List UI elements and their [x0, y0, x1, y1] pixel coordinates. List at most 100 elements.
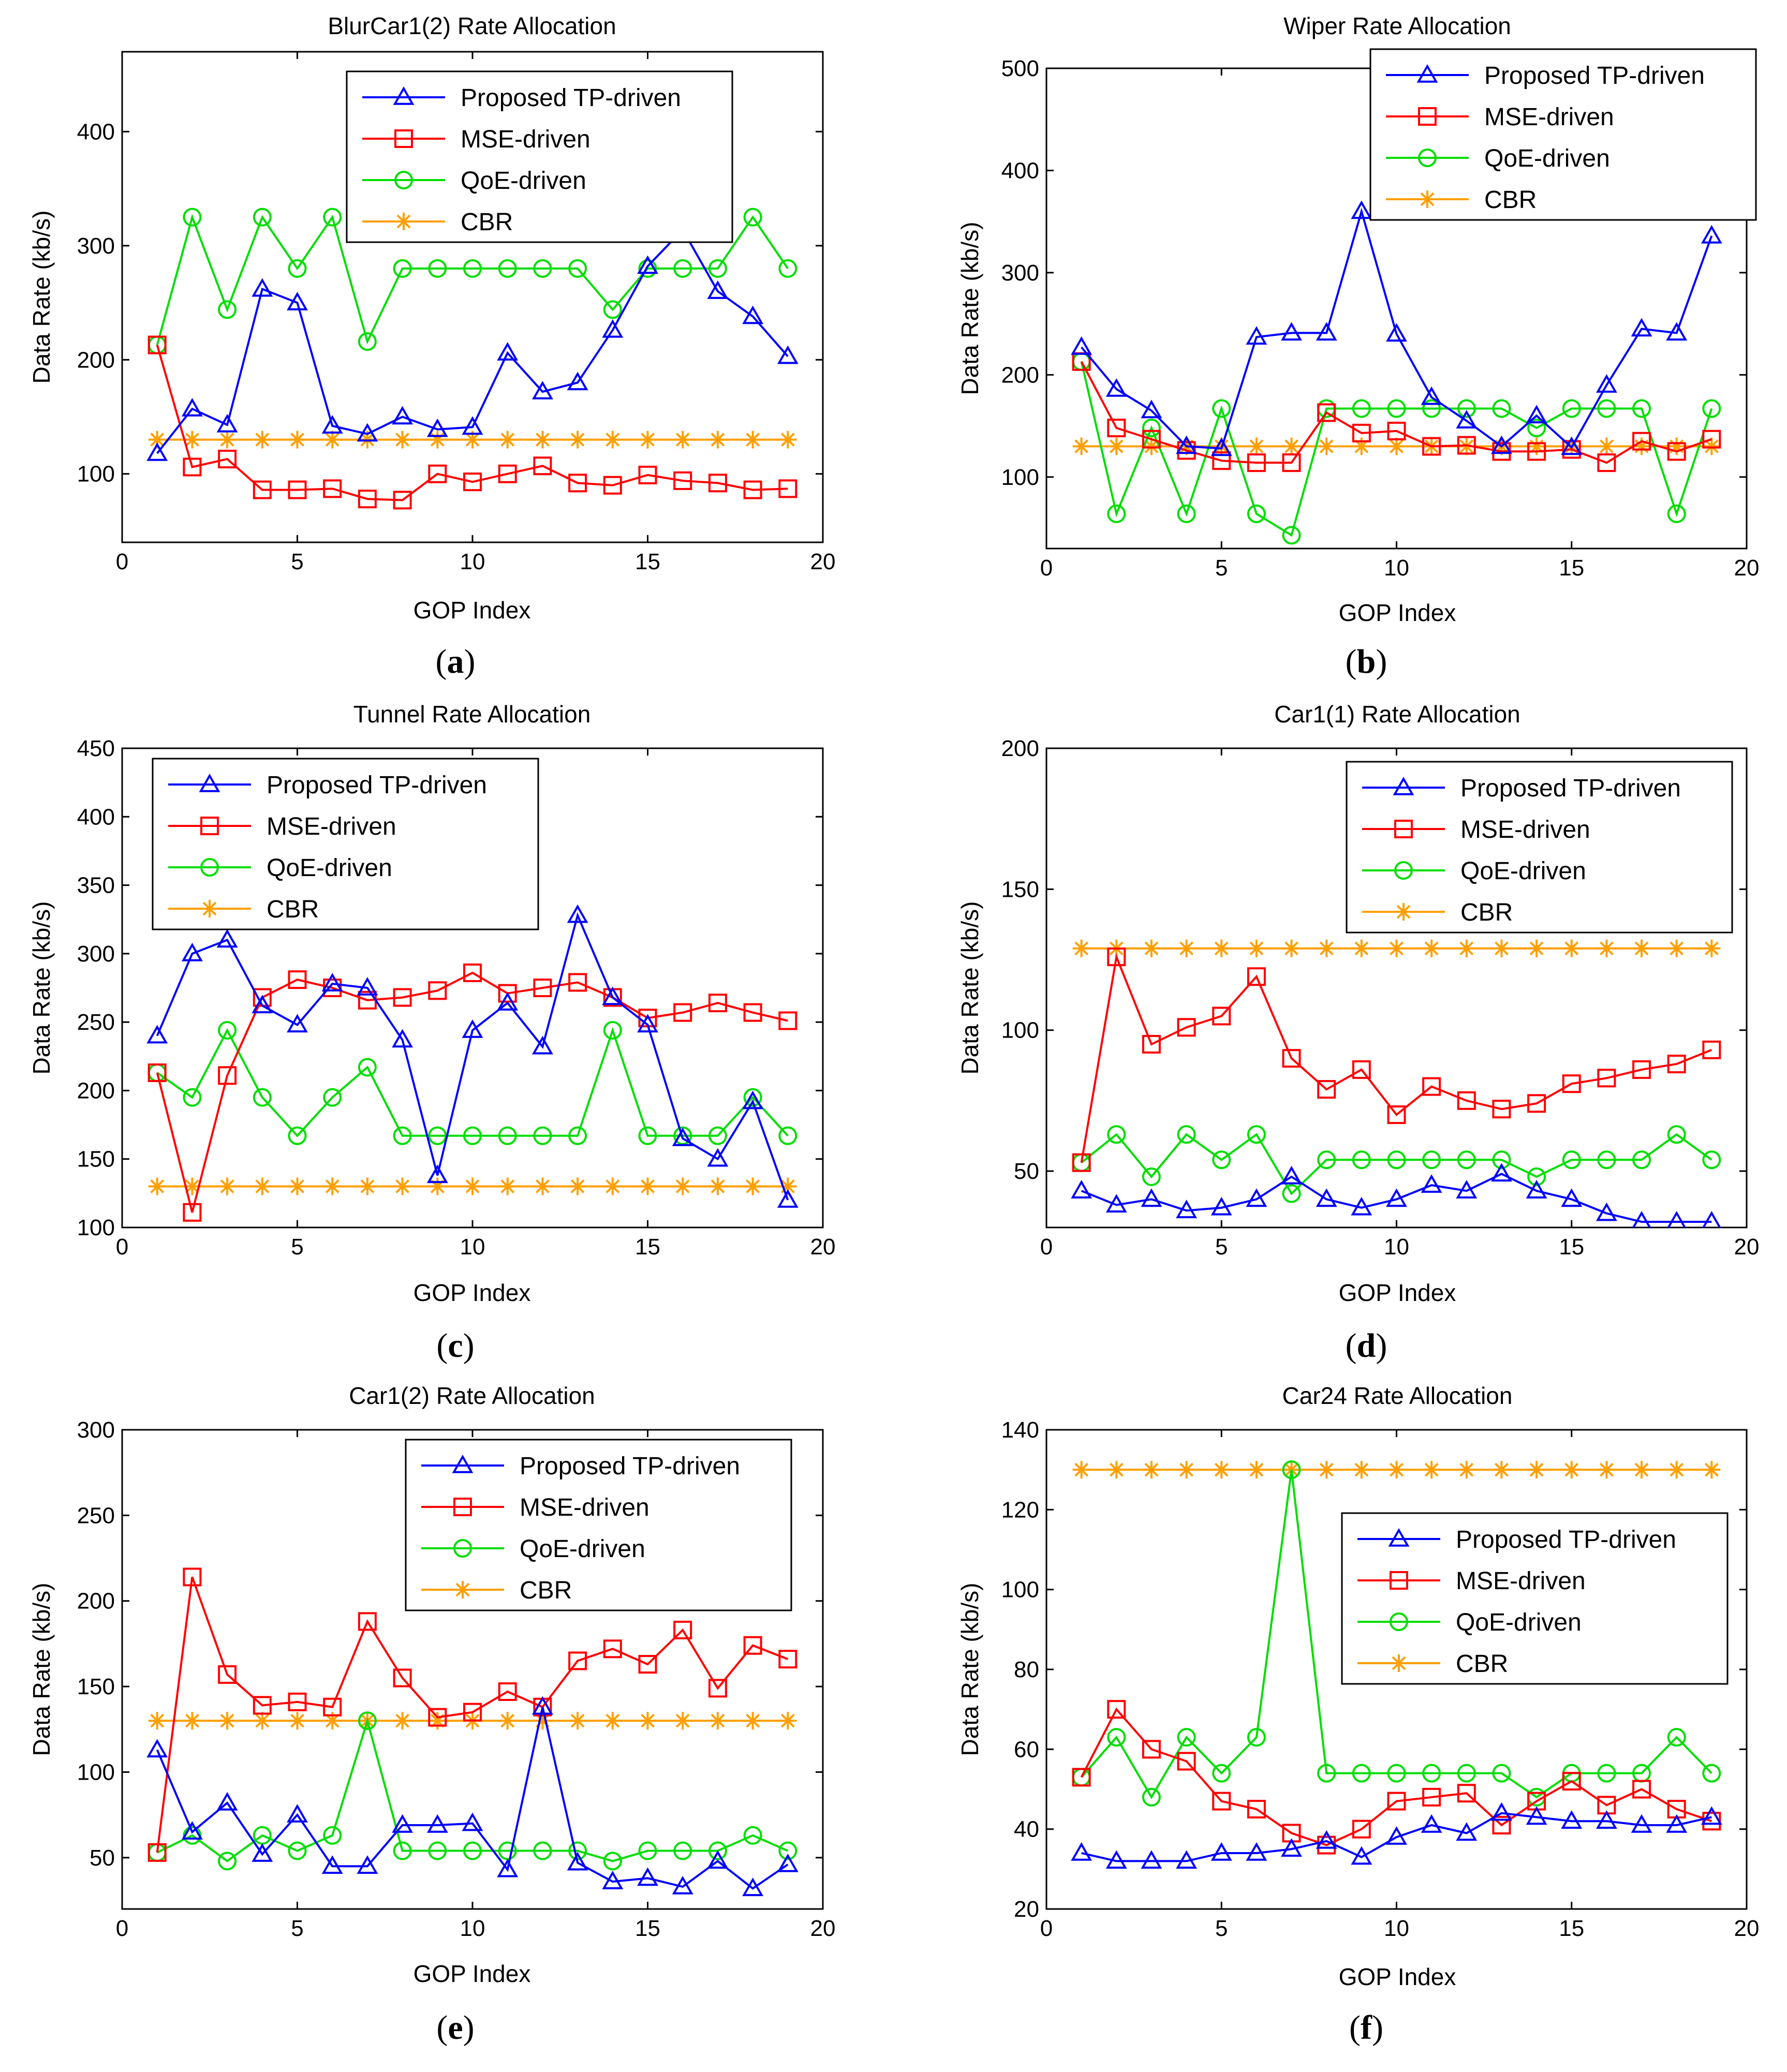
y-axis-label: Data Rate (kb/s) [956, 1583, 983, 1756]
data-point [1386, 1188, 1407, 1207]
data-point [358, 332, 377, 351]
data-point [1246, 1842, 1267, 1861]
legend-marker [1393, 776, 1414, 795]
data-point [1176, 1850, 1198, 1869]
data-point [1703, 939, 1721, 957]
legend: Proposed TP-driven MSE-driven QoE-driven CB… [1346, 761, 1733, 934]
data-point [1352, 1060, 1371, 1079]
data-point [288, 1692, 307, 1711]
legend-label: MSE-driven [1456, 1567, 1586, 1595]
data-point [1702, 1040, 1721, 1059]
data-point [321, 1855, 343, 1874]
chart-panel-c: Tunnel Rate Allocation 0 5 10 15 20 100 150 200 2… [28, 701, 835, 1365]
y-tick-label: 300 [77, 233, 115, 259]
y-tick-label: 100 [1001, 465, 1039, 490]
panel-caption: (a) [436, 643, 476, 680]
data-point [1212, 1792, 1231, 1811]
legend-label: Proposed TP-driven [520, 1453, 740, 1480]
legend-label: CBR [461, 209, 513, 236]
series-cbr [148, 1177, 797, 1195]
data-point [569, 431, 587, 449]
data-point [216, 413, 238, 433]
data-point [288, 1126, 307, 1145]
data-point [1598, 939, 1616, 957]
data-point [708, 1679, 727, 1698]
x-tick-label: 0 [116, 1916, 128, 1941]
y-tick-label: 150 [77, 1147, 115, 1172]
data-point [1387, 1150, 1406, 1170]
data-point [463, 259, 482, 278]
data-point [1631, 318, 1652, 337]
data-point [1246, 1188, 1267, 1207]
data-point [1387, 437, 1406, 455]
series-proposed-tp-driven [1071, 1163, 1721, 1227]
data-point [1317, 1150, 1336, 1170]
legend-marker [200, 858, 219, 877]
data-point [1598, 1461, 1616, 1479]
data-point [1561, 1810, 1583, 1829]
data-point [1105, 1850, 1127, 1869]
data-point [429, 1177, 447, 1195]
legend-label: Proposed TP-driven [1460, 775, 1681, 802]
legend-marker [454, 1581, 471, 1599]
data-point [1352, 1819, 1371, 1839]
data-point [1142, 430, 1161, 449]
series-mse-driven [147, 1567, 797, 1862]
data-point [707, 280, 729, 299]
legend-label: CBR [1460, 899, 1513, 926]
data-point [1633, 1461, 1651, 1479]
data-point [779, 1712, 797, 1730]
y-tick-label: 100 [77, 462, 115, 487]
data-point [779, 431, 797, 449]
data-point [358, 1711, 377, 1730]
legend-marker [394, 171, 413, 189]
data-point [1282, 1049, 1301, 1068]
data-point [146, 1025, 168, 1044]
data-point [1142, 1167, 1161, 1186]
data-point [1421, 1814, 1442, 1833]
data-point [253, 1696, 272, 1715]
data-point [1281, 322, 1302, 341]
data-point [1457, 1784, 1476, 1803]
data-point [1667, 1211, 1686, 1227]
data-point [1387, 399, 1406, 418]
data-point [393, 1841, 412, 1860]
data-point [708, 473, 727, 493]
x-tick-label: 0 [116, 549, 128, 574]
y-tick-label: 200 [1001, 362, 1039, 388]
data-point [1387, 1764, 1406, 1783]
data-point [357, 423, 378, 442]
series-proposed-tp-driven [146, 1696, 799, 1897]
data-point [567, 372, 588, 391]
data-point [288, 480, 307, 499]
data-point [253, 1088, 272, 1107]
x-tick-label: 0 [1040, 1234, 1053, 1260]
x-tick-label: 20 [1734, 555, 1760, 581]
data-point [1071, 1180, 1092, 1198]
data-point [1352, 423, 1371, 442]
data-point [181, 1821, 203, 1840]
y-tick-label: 350 [77, 873, 115, 898]
data-point [742, 1877, 764, 1897]
data-point [393, 1712, 411, 1730]
data-point [602, 986, 624, 1005]
data-point [568, 259, 587, 278]
data-point [708, 431, 727, 449]
y-tick-label: 150 [77, 1674, 115, 1699]
legend-label: Proposed TP-driven [267, 772, 487, 799]
data-point [287, 1014, 308, 1033]
legend-marker [199, 773, 220, 792]
data-point [429, 1712, 447, 1730]
x-axis-label: GOP Index [413, 1960, 531, 1987]
data-point [603, 1639, 622, 1659]
data-point [147, 1063, 167, 1083]
data-point [1351, 1196, 1372, 1216]
y-tick-label: 40 [1014, 1817, 1039, 1842]
x-tick-label: 15 [635, 1916, 660, 1941]
data-point [1212, 1150, 1231, 1170]
series-mse-driven [147, 335, 797, 510]
data-point [533, 456, 552, 476]
data-point [147, 335, 167, 354]
data-point [323, 1712, 342, 1730]
legend-marker [453, 1539, 472, 1558]
